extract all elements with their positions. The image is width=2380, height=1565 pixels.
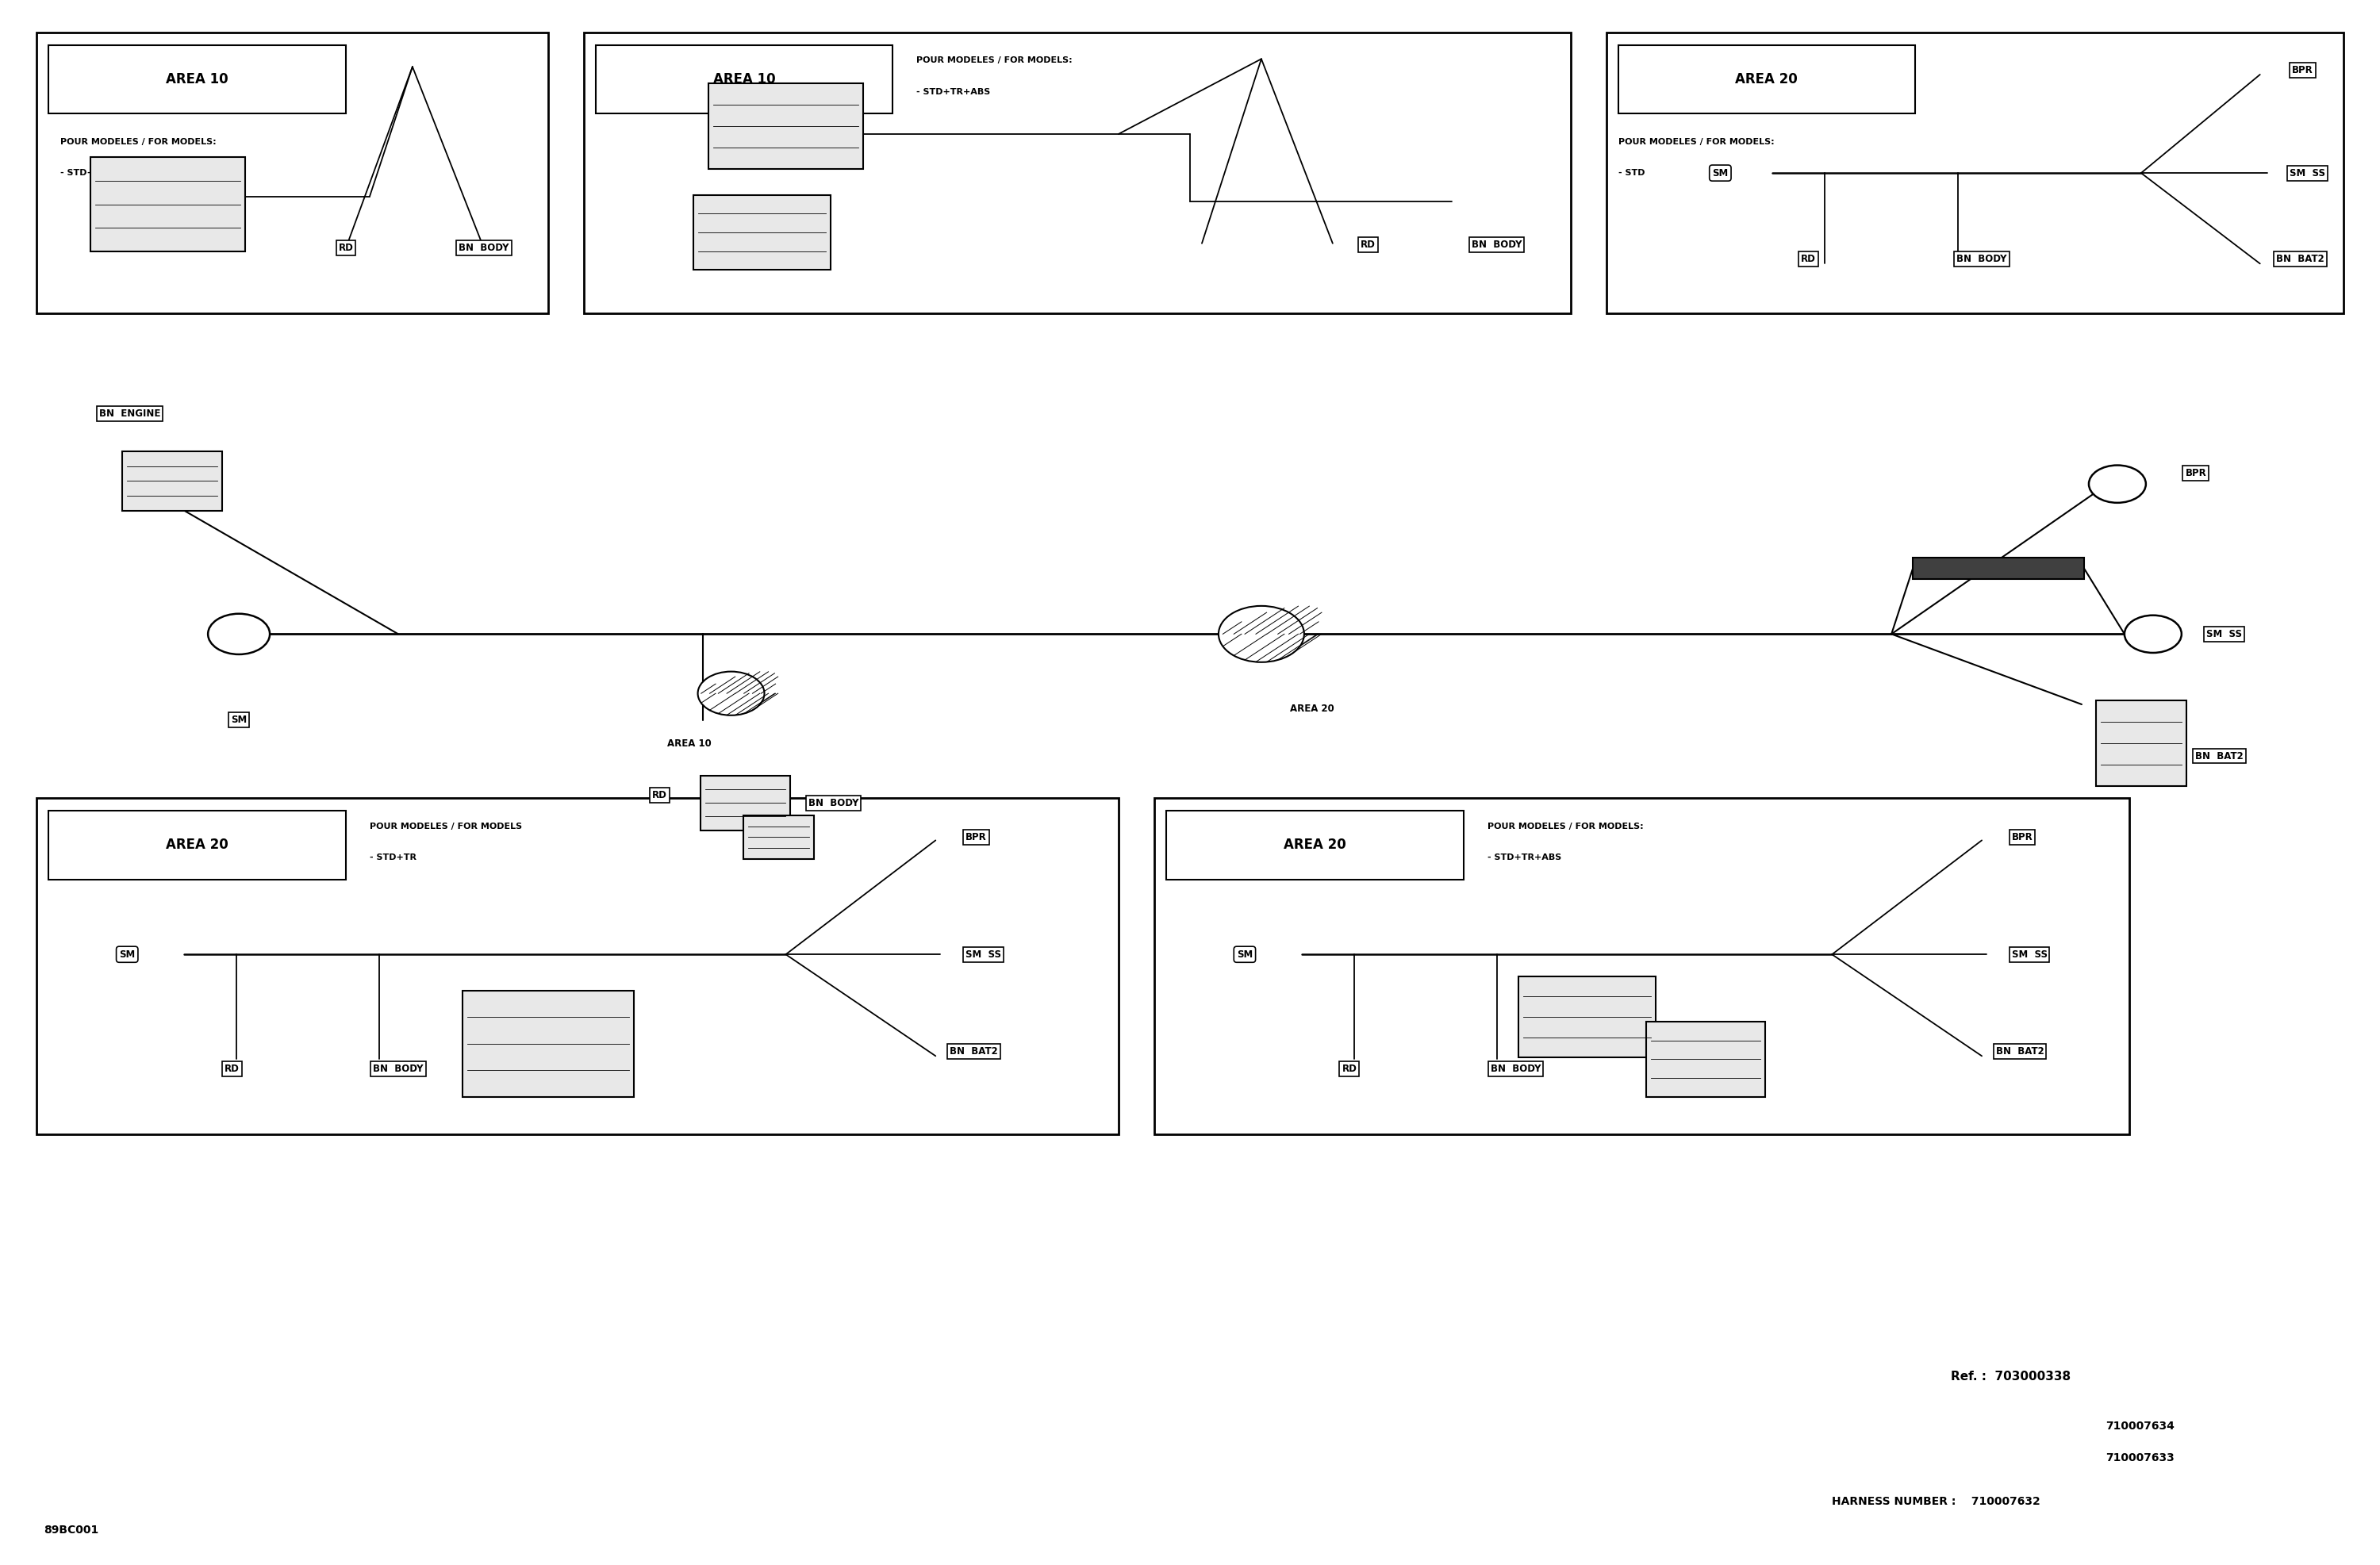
Text: Ref. :  703000338: Ref. : 703000338 (1952, 1371, 2071, 1382)
Text: 89BC001: 89BC001 (43, 1524, 100, 1535)
Bar (1154, 798, 2130, 1135)
Text: BN  BAT2: BN BAT2 (2275, 254, 2325, 264)
Text: - STD+TR: - STD+TR (60, 169, 107, 177)
Text: BN  ENGINE: BN ENGINE (100, 408, 159, 419)
Text: SM: SM (1238, 950, 1252, 959)
Text: BN  BODY: BN BODY (1490, 1063, 1540, 1074)
Bar (1914, 557, 2085, 579)
Text: AREA 20: AREA 20 (1283, 837, 1347, 853)
Text: RD: RD (1342, 1063, 1357, 1074)
Text: BPR: BPR (2011, 833, 2033, 842)
Text: BPR: BPR (966, 833, 988, 842)
Bar (1518, 977, 1656, 1058)
Bar (583, 33, 1571, 313)
Text: HARNESS NUMBER :    710007632: HARNESS NUMBER : 710007632 (1833, 1496, 2040, 1507)
Text: - STD: - STD (1618, 169, 1645, 177)
Text: 710007633: 710007633 (2106, 1452, 2175, 1463)
Text: - STD+TR+ABS: - STD+TR+ABS (1488, 853, 1561, 861)
Bar (90, 158, 245, 250)
Bar (462, 991, 633, 1097)
Circle shape (2090, 465, 2147, 502)
Text: SM  SS: SM SS (2290, 167, 2325, 178)
Text: - STD+TR: - STD+TR (369, 853, 416, 861)
Text: RD: RD (1802, 254, 1816, 264)
Text: - STD+TR+ABS: - STD+TR+ABS (916, 88, 990, 95)
Bar (48, 45, 345, 114)
Text: SM  SS: SM SS (2011, 950, 2047, 959)
Bar (1607, 33, 2344, 313)
Text: RD: RD (338, 243, 352, 254)
Text: BN  BODY: BN BODY (809, 798, 859, 808)
Text: AREA 10: AREA 10 (167, 72, 228, 86)
Text: RD: RD (224, 1063, 240, 1074)
Text: SM  SS: SM SS (966, 950, 1002, 959)
Text: SM: SM (231, 715, 248, 725)
Bar (700, 776, 790, 829)
Text: BN  BAT2: BN BAT2 (1997, 1045, 2044, 1056)
Text: SM: SM (1711, 167, 1728, 178)
Text: BN  BAT2: BN BAT2 (2194, 751, 2244, 761)
Circle shape (2125, 615, 2182, 653)
Text: AREA 20: AREA 20 (167, 837, 228, 853)
Circle shape (207, 613, 269, 654)
Text: RD: RD (652, 790, 666, 800)
Text: BN  BODY: BN BODY (1471, 239, 1521, 250)
Text: POUR MODELES / FOR MODELS:: POUR MODELES / FOR MODELS: (1488, 822, 1642, 829)
Text: SM  SS: SM SS (2206, 629, 2242, 639)
Text: 710007634: 710007634 (2106, 1421, 2175, 1432)
Text: BN  BODY: BN BODY (459, 243, 509, 254)
Text: POUR MODELES / FOR MODELS:: POUR MODELES / FOR MODELS: (916, 56, 1073, 64)
Bar (2097, 701, 2187, 786)
Bar (1647, 1022, 1766, 1097)
Text: POUR MODELES / FOR MODELS:: POUR MODELES / FOR MODELS: (1618, 138, 1773, 146)
Text: BN  BAT2: BN BAT2 (950, 1045, 997, 1056)
Text: BPR: BPR (2185, 468, 2206, 479)
Text: AREA 20: AREA 20 (1290, 704, 1335, 714)
Text: AREA 10: AREA 10 (666, 739, 712, 748)
Text: BPR: BPR (2292, 64, 2313, 75)
Bar (1618, 45, 1916, 114)
Bar (743, 815, 814, 859)
Circle shape (1219, 606, 1304, 662)
Bar (36, 33, 547, 313)
Text: RD: RD (1361, 239, 1376, 250)
Text: BN  BODY: BN BODY (374, 1063, 424, 1074)
Text: SM: SM (119, 950, 136, 959)
Text: BN  BODY: BN BODY (1956, 254, 2006, 264)
Bar (48, 811, 345, 880)
Bar (693, 196, 831, 269)
Bar (595, 45, 892, 114)
Bar (36, 798, 1119, 1135)
Bar (1166, 811, 1464, 880)
Text: POUR MODELES / FOR MODELS:: POUR MODELES / FOR MODELS: (60, 138, 217, 146)
Bar (121, 451, 221, 510)
Text: AREA 10: AREA 10 (714, 72, 776, 86)
Bar (709, 83, 864, 169)
Text: AREA 20: AREA 20 (1735, 72, 1797, 86)
Circle shape (697, 671, 764, 715)
Text: POUR MODELES / FOR MODELS: POUR MODELES / FOR MODELS (369, 822, 521, 829)
